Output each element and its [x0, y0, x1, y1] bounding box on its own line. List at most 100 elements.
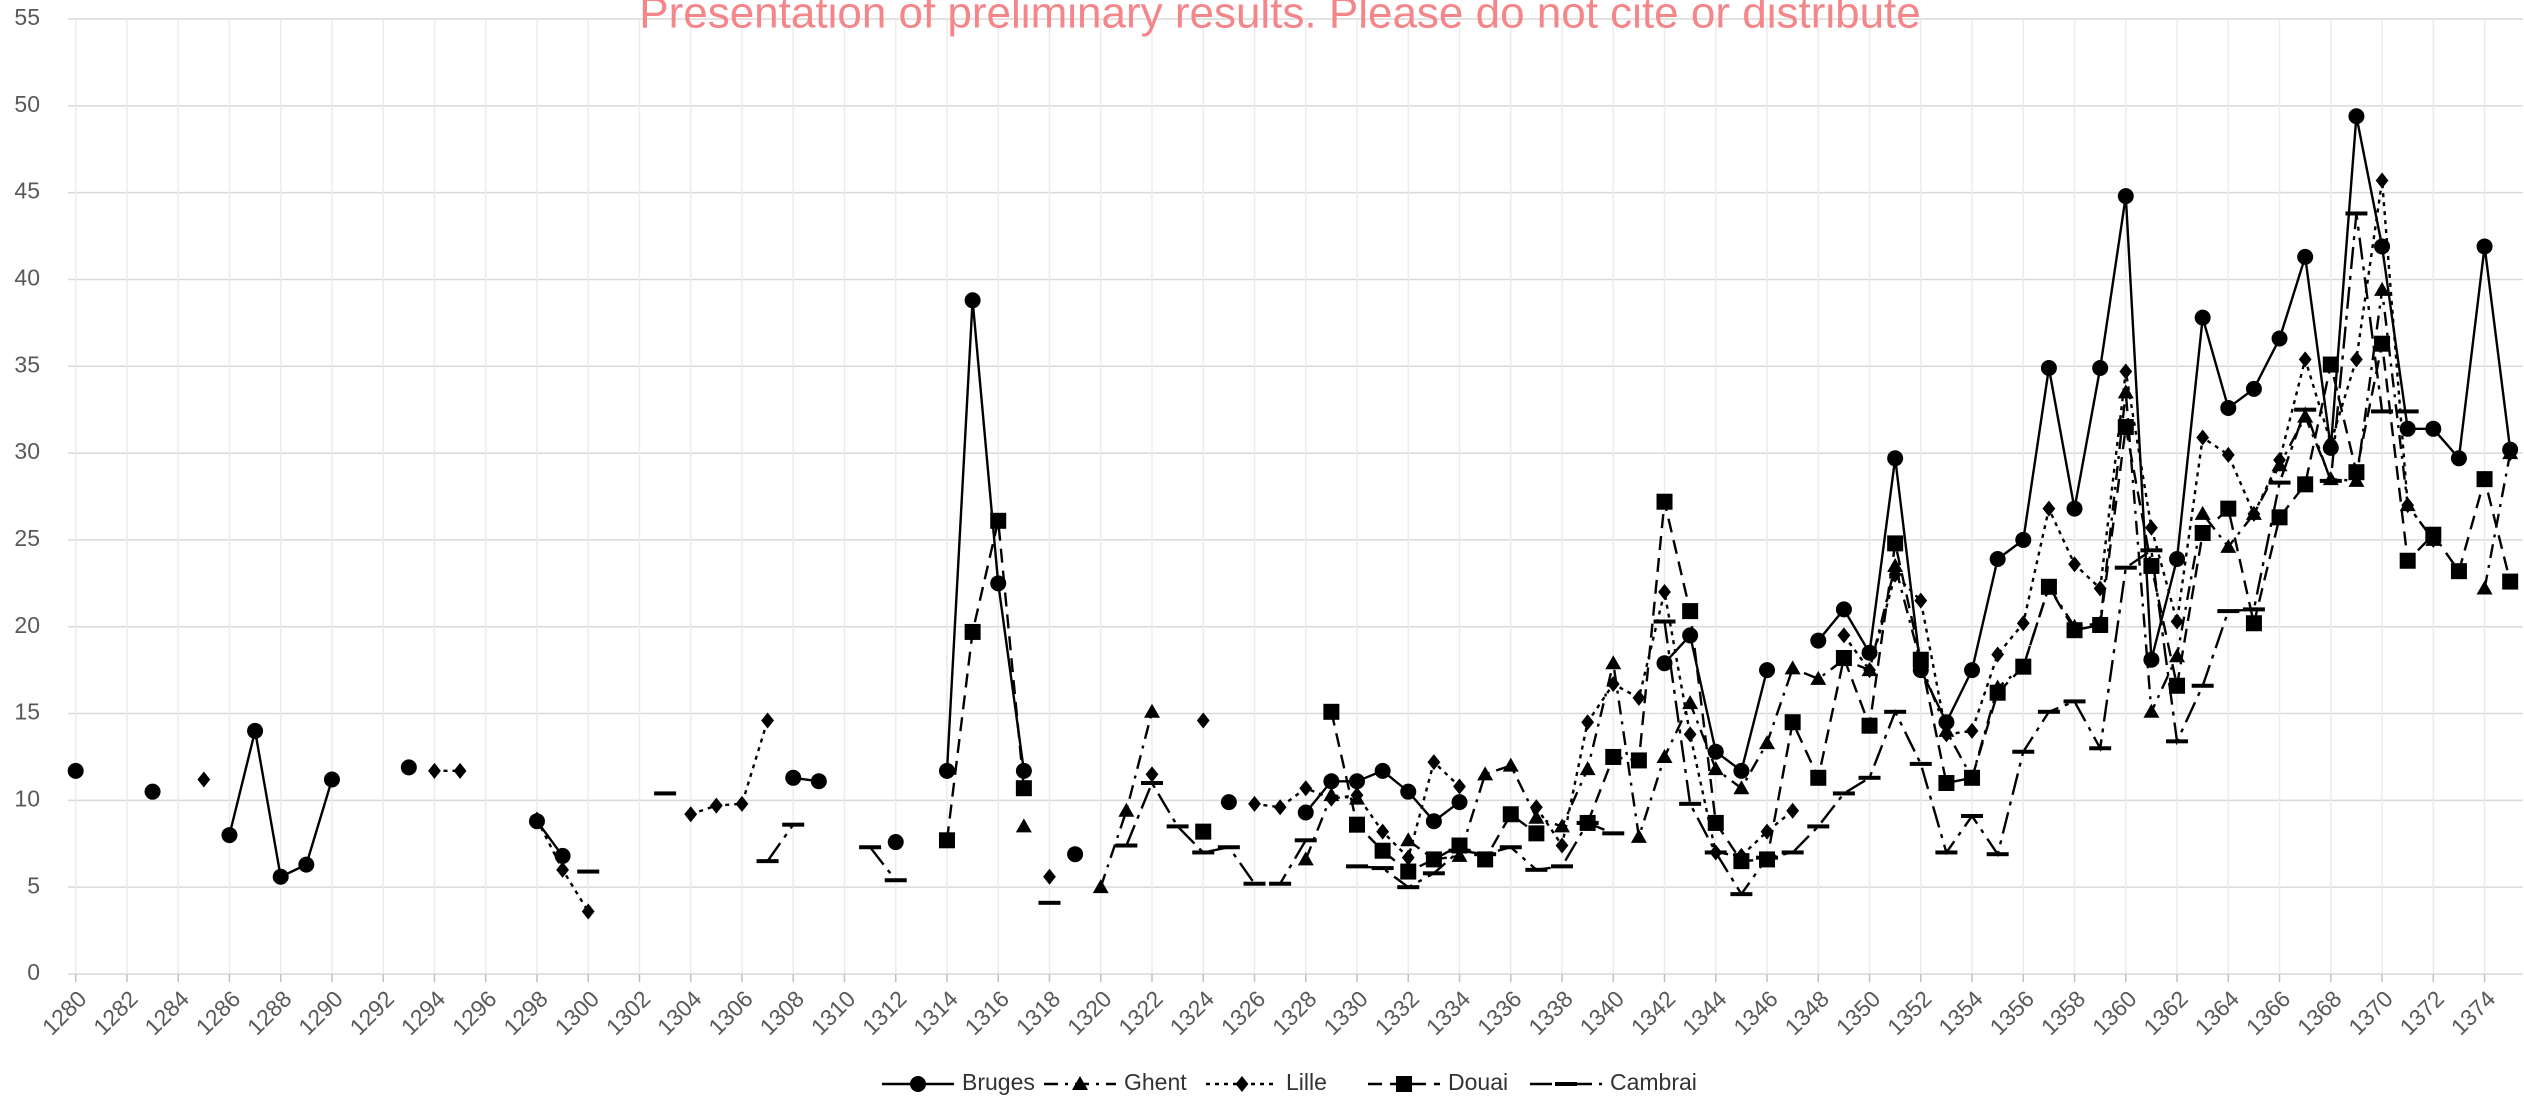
marker [1914, 592, 1928, 609]
marker [2015, 531, 2032, 548]
marker [2143, 557, 2160, 574]
x-tick-label: 1360 [2087, 985, 2142, 1040]
marker [1912, 651, 1929, 668]
marker [1297, 804, 1314, 821]
marker [1297, 851, 1314, 866]
x-tick-label: 1288 [242, 985, 297, 1040]
marker [887, 834, 904, 851]
marker [2169, 551, 2186, 568]
marker [2145, 519, 2158, 536]
marker [1374, 842, 1391, 859]
marker [1682, 627, 1699, 644]
marker [2371, 409, 2394, 414]
marker [2063, 699, 2086, 704]
marker [2271, 330, 2288, 347]
marker [1630, 752, 1647, 769]
marker [1067, 846, 1084, 863]
marker [2194, 524, 2211, 541]
marker [2217, 609, 2240, 614]
x-tick-label: 1368 [2292, 985, 2347, 1040]
marker [2476, 580, 2493, 595]
marker [1938, 775, 1955, 791]
marker [964, 292, 981, 309]
marker [1733, 762, 1750, 779]
marker [1733, 853, 1750, 870]
marker [1961, 813, 1984, 818]
marker [1576, 820, 1599, 825]
y-tick-label: 25 [14, 525, 40, 551]
marker [1243, 881, 1266, 886]
marker [1401, 849, 1415, 866]
x-tick-label: 1326 [1216, 985, 1271, 1040]
marker [1371, 866, 1394, 871]
marker [1759, 735, 1776, 750]
marker [2117, 419, 2134, 436]
marker [1273, 799, 1287, 816]
x-tick-label: 1280 [37, 985, 92, 1040]
marker [654, 791, 677, 796]
legend-label: Ghent [1124, 1069, 1187, 1095]
marker [2170, 613, 2184, 630]
marker [1938, 714, 1955, 731]
marker [1528, 825, 1545, 842]
marker [1502, 757, 1519, 772]
marker [2425, 420, 2442, 437]
marker [2042, 500, 2056, 517]
marker [884, 878, 907, 883]
marker [247, 722, 264, 739]
marker [2297, 248, 2314, 265]
marker [2268, 480, 2291, 485]
x-tick-label: 1372 [2395, 985, 2450, 1040]
marker [1989, 684, 2006, 701]
marker [1733, 780, 1750, 795]
x-tick-label: 1334 [1421, 985, 1476, 1040]
x-tick-label: 1340 [1575, 985, 1630, 1040]
marker [1427, 754, 1441, 771]
marker [1835, 649, 1852, 666]
series-line [766, 213, 2408, 897]
marker [1683, 726, 1697, 743]
marker [810, 773, 827, 790]
marker [2016, 615, 2030, 632]
marker [1195, 823, 1212, 840]
marker [2143, 703, 2160, 718]
marker [1986, 852, 2009, 857]
marker [2114, 565, 2137, 570]
marker [2012, 749, 2035, 754]
marker [859, 845, 882, 850]
marker [1376, 823, 1390, 840]
x-tick-label: 1336 [1472, 985, 1527, 1040]
marker [1707, 761, 1724, 776]
marker [1346, 864, 1369, 869]
marker [1810, 670, 1827, 685]
marker [1887, 450, 1904, 467]
marker [1525, 867, 1548, 872]
marker [1605, 748, 1622, 765]
marker [1759, 662, 1776, 679]
x-tick-label: 1302 [601, 985, 656, 1040]
marker [1730, 892, 1753, 897]
marker [1166, 824, 1189, 829]
x-tick-label: 1354 [1933, 985, 1988, 1040]
marker [1887, 557, 1904, 572]
x-tick-label: 1296 [447, 985, 502, 1040]
marker [2068, 556, 2081, 573]
marker [1935, 850, 1958, 855]
y-tick-label: 0 [27, 959, 40, 985]
marker [2245, 615, 2262, 632]
marker [2066, 500, 2083, 517]
marker [1784, 714, 1801, 731]
marker [2040, 360, 2057, 377]
marker [453, 762, 467, 779]
marker [2066, 622, 2083, 639]
x-tick-label: 1348 [1780, 985, 1835, 1040]
marker [1324, 790, 1338, 807]
series-line [1099, 289, 2512, 888]
marker [1043, 868, 1056, 885]
marker [1453, 778, 1466, 795]
marker [1888, 566, 1902, 583]
marker [1756, 855, 1779, 860]
marker [1397, 885, 1420, 890]
marker [2374, 238, 2391, 255]
marker [554, 847, 571, 864]
